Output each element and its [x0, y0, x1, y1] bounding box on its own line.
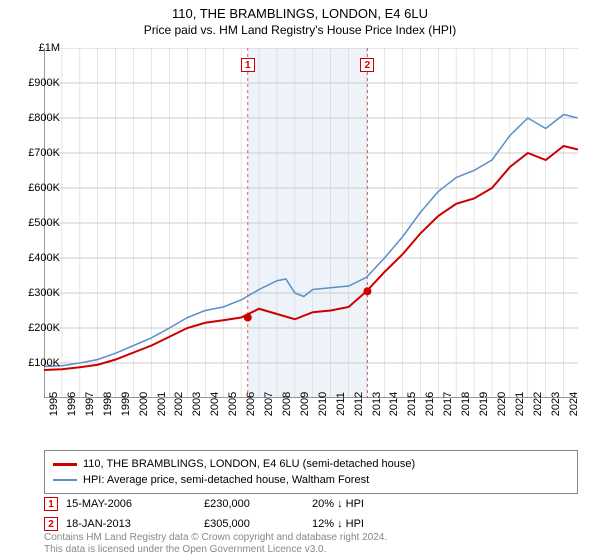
y-tick-label: £800K: [20, 112, 60, 124]
x-tick-label: 2018: [460, 392, 472, 416]
legend-item: 110, THE BRAMBLINGS, LONDON, E4 6LU (sem…: [53, 456, 569, 472]
y-tick-label: £500K: [20, 217, 60, 229]
x-tick-label: 2016: [424, 392, 436, 416]
attribution-line: Contains HM Land Registry data © Crown c…: [44, 532, 387, 544]
legend-item: HPI: Average price, semi-detached house,…: [53, 472, 569, 488]
x-tick-label: 2005: [227, 392, 239, 416]
x-tick-label: 2004: [209, 392, 221, 416]
x-tick-label: 2001: [156, 392, 168, 416]
attribution: Contains HM Land Registry data © Crown c…: [44, 532, 387, 556]
x-tick-label: 2021: [514, 392, 526, 416]
sales-table: 1 15-MAY-2006 £230,000 20% ↓ HPI 2 18-JA…: [44, 494, 578, 534]
x-tick-label: 1998: [102, 392, 114, 416]
chart-marker-badge: 2: [360, 58, 374, 72]
x-tick-label: 1997: [84, 392, 96, 416]
chart-area: [44, 48, 578, 398]
x-tick-label: 1999: [120, 392, 132, 416]
chart-marker-badge: 1: [241, 58, 255, 72]
x-tick-label: 2023: [550, 392, 562, 416]
x-tick-label: 2020: [496, 392, 508, 416]
x-tick-label: 2024: [568, 392, 580, 416]
y-tick-label: £900K: [20, 77, 60, 89]
sale-delta: 12% ↓ HPI: [312, 518, 432, 530]
sale-badge: 1: [44, 497, 58, 511]
x-tick-label: 1996: [66, 392, 78, 416]
x-tick-label: 2015: [406, 392, 418, 416]
legend: 110, THE BRAMBLINGS, LONDON, E4 6LU (sem…: [44, 450, 578, 494]
sale-delta: 20% ↓ HPI: [312, 498, 432, 510]
y-tick-label: £100K: [20, 357, 60, 369]
x-tick-label: 2013: [371, 392, 383, 416]
x-tick-label: 2010: [317, 392, 329, 416]
legend-swatch: [53, 479, 77, 481]
x-tick-label: 2002: [173, 392, 185, 416]
sale-row: 1 15-MAY-2006 £230,000 20% ↓ HPI: [44, 494, 578, 514]
x-tick-label: 2011: [335, 392, 347, 416]
chart-title-block: 110, THE BRAMBLINGS, LONDON, E4 6LU Pric…: [0, 0, 600, 37]
y-tick-label: £700K: [20, 147, 60, 159]
y-tick-label: £200K: [20, 322, 60, 334]
legend-swatch: [53, 463, 77, 466]
chart-subtitle: Price paid vs. HM Land Registry's House …: [0, 23, 600, 37]
y-tick-label: £1M: [20, 42, 60, 54]
x-tick-label: 2006: [245, 392, 257, 416]
sale-price: £230,000: [204, 498, 304, 510]
sale-date: 18-JAN-2013: [66, 518, 196, 530]
chart-title: 110, THE BRAMBLINGS, LONDON, E4 6LU: [0, 6, 600, 21]
sale-badge: 2: [44, 517, 58, 531]
legend-label: 110, THE BRAMBLINGS, LONDON, E4 6LU (sem…: [83, 458, 415, 470]
x-tick-label: 2000: [138, 392, 150, 416]
y-tick-label: £400K: [20, 252, 60, 264]
x-tick-label: 2012: [353, 392, 365, 416]
sale-price: £305,000: [204, 518, 304, 530]
y-tick-label: £300K: [20, 287, 60, 299]
sale-row: 2 18-JAN-2013 £305,000 12% ↓ HPI: [44, 514, 578, 534]
x-tick-label: 2014: [388, 392, 400, 416]
x-tick-label: 2008: [281, 392, 293, 416]
y-tick-label: £600K: [20, 182, 60, 194]
x-tick-label: 2009: [299, 392, 311, 416]
attribution-line: This data is licensed under the Open Gov…: [44, 544, 387, 556]
sale-date: 15-MAY-2006: [66, 498, 196, 510]
line-chart: [44, 48, 578, 398]
x-tick-label: 1995: [48, 392, 60, 416]
legend-label: HPI: Average price, semi-detached house,…: [83, 474, 369, 486]
x-tick-label: 2022: [532, 392, 544, 416]
x-tick-label: 2019: [478, 392, 490, 416]
x-tick-label: 2017: [442, 392, 454, 416]
x-tick-label: 2007: [263, 392, 275, 416]
x-tick-label: 2003: [191, 392, 203, 416]
